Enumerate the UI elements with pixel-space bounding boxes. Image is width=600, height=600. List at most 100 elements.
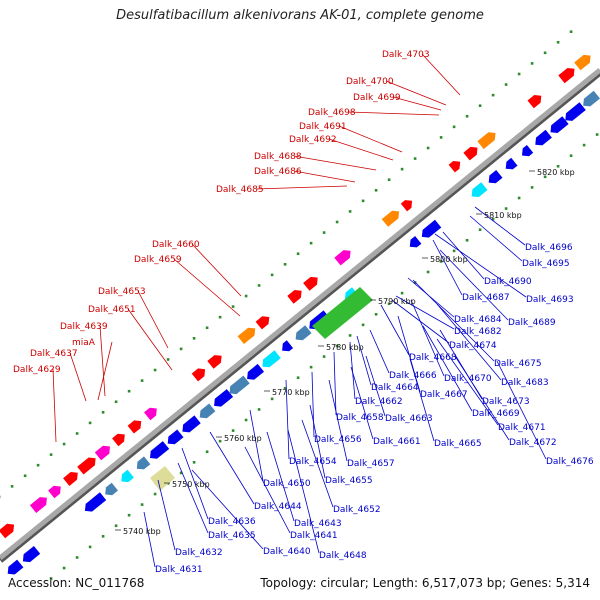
reverse-gene-label: Dalk_4683 — [501, 378, 549, 388]
tick-dot — [517, 72, 521, 76]
reverse-label-leader — [177, 462, 209, 534]
tick-dot — [127, 513, 131, 517]
forward-label-leader — [191, 243, 242, 297]
reverse-gene-label: Dalk_4658 — [336, 413, 384, 423]
tick-dot — [192, 337, 196, 340]
tick-dot — [153, 368, 157, 372]
forward-label-leader — [127, 308, 173, 371]
scale-label: 5820 kbp — [537, 168, 575, 177]
reverse-gene-label: Dalk_4682 — [454, 327, 502, 337]
gene-block — [150, 466, 175, 491]
tick-dot — [400, 291, 404, 295]
reverse-gene — [488, 170, 503, 184]
reverse-gene — [550, 116, 569, 133]
reverse-gene-label: Dalk_4666 — [389, 371, 437, 381]
tick-dot — [439, 136, 443, 139]
reverse-label-leader — [349, 341, 356, 400]
reverse-gene-label: Dalk_4643 — [294, 519, 342, 529]
forward-label-leader — [293, 155, 377, 171]
reverse-gene-label: Dalk_4689 — [508, 318, 556, 328]
tick-dot — [270, 397, 274, 401]
tick-dot — [296, 376, 300, 380]
forward-label-leader — [137, 290, 169, 349]
reverse-label-leader — [496, 360, 547, 460]
tick-dot — [114, 400, 118, 404]
tick-dot — [387, 178, 391, 182]
forward-gene-label: Dalk_4629 — [13, 365, 61, 375]
reverse-gene — [182, 415, 201, 433]
reverse-gene — [84, 492, 107, 512]
reverse-label-leader — [285, 379, 290, 460]
forward-gene — [77, 457, 96, 475]
reverse-label-leader — [181, 447, 209, 520]
reverse-gene — [421, 219, 442, 238]
forward-gene — [207, 355, 222, 369]
genome-backbone — [0, 68, 600, 560]
forward-gene-label: Dalk_4698 — [308, 108, 356, 118]
reverse-gene-label: Dalk_4641 — [290, 531, 338, 541]
reverse-gene-label: Dalk_4684 — [454, 315, 502, 325]
reverse-label-leader — [365, 355, 386, 417]
tick-dot — [543, 51, 547, 55]
reverse-gene — [229, 375, 250, 395]
tick-dot — [114, 524, 118, 528]
forward-gene — [463, 146, 478, 161]
forward-gene — [255, 316, 270, 330]
tick-dot — [348, 210, 352, 213]
tick-dot — [283, 387, 287, 390]
scale-label: 5810 kbp — [484, 211, 522, 220]
reverse-gene — [121, 469, 134, 483]
tick-dot — [387, 302, 391, 306]
reverse-label-leader — [333, 351, 337, 416]
tick-dot — [101, 411, 105, 414]
forward-label-leader — [99, 325, 106, 397]
forward-label-leader — [328, 138, 394, 161]
reverse-gene — [262, 350, 281, 368]
tick-dot — [244, 418, 248, 422]
tick-dot — [88, 545, 92, 549]
reverse-gene-label: Dalk_4669 — [472, 409, 520, 419]
forward-gene — [400, 200, 413, 212]
map-title: Desulfatibacillum alkenivorans AK-01, co… — [116, 8, 484, 23]
forward-label-leader — [255, 185, 348, 190]
reverse-label-leader — [469, 215, 523, 262]
tick-dot — [413, 157, 417, 160]
tick-dot — [491, 93, 495, 97]
reverse-label-leader — [328, 379, 348, 462]
reverse-gene-label: Dalk_4671 — [498, 423, 546, 433]
forward-label-leader — [347, 111, 440, 116]
reverse-label-leader — [432, 239, 463, 296]
reverse-gene-label: Dalk_4670 — [444, 374, 492, 384]
tick-dot — [101, 535, 105, 538]
forward-gene — [574, 54, 591, 71]
reverse-gene — [136, 456, 151, 470]
reverse-label-leader — [454, 355, 510, 441]
reverse-label-leader — [191, 469, 264, 550]
tick-dot — [374, 188, 378, 192]
forward-gene — [94, 445, 110, 461]
reverse-gene — [7, 559, 24, 575]
reverse-gene-label: Dalk_4650 — [263, 479, 311, 489]
reverse-label-leader — [434, 233, 527, 298]
forward-gene-label: Dalk_4653 — [98, 287, 146, 297]
tick-dot — [296, 252, 300, 256]
forward-label-leader — [392, 96, 442, 111]
reverse-gene-label: Dalk_4665 — [434, 439, 482, 449]
reverse-gene-label: Dalk_4662 — [355, 397, 403, 407]
forward-gene — [527, 95, 542, 109]
tick-dot — [530, 62, 534, 65]
forward-gene-label: Dalk_4688 — [254, 152, 302, 162]
forward-gene-label: Dalk_4651 — [88, 305, 136, 315]
tick-dot — [504, 207, 508, 210]
tick-dot — [309, 241, 313, 245]
reverse-label-leader — [266, 431, 295, 522]
reverse-label-leader — [157, 479, 176, 551]
gene-block — [312, 287, 373, 339]
forward-label-leader — [69, 352, 87, 402]
forward-gene-label: miaA — [72, 338, 96, 348]
tick-dot — [582, 143, 586, 147]
tick-dot — [374, 312, 378, 316]
reverse-gene — [105, 482, 118, 496]
tick-dot — [218, 315, 222, 319]
reverse-gene-label: Dalk_4695 — [522, 259, 570, 269]
